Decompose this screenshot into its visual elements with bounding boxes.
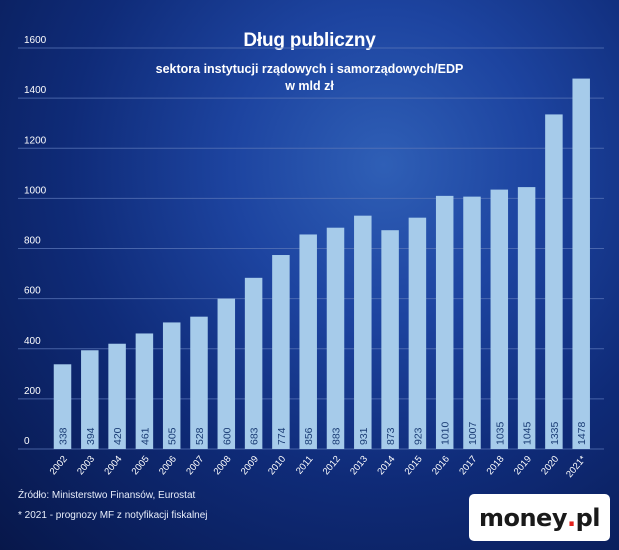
- x-tick-label: 2011: [294, 454, 316, 477]
- bar: [408, 217, 427, 449]
- bar: [108, 343, 126, 449]
- bar-value-label: 774: [276, 427, 288, 445]
- subtitle-line-2: w mld zł: [285, 79, 334, 93]
- bar: [272, 255, 290, 449]
- bar-value-label: 1335: [549, 421, 561, 445]
- x-tick-label: 2004: [102, 454, 124, 477]
- y-tick-label: 1400: [24, 85, 47, 96]
- bar: [354, 215, 372, 449]
- x-tick-label: 2020: [539, 454, 561, 477]
- y-tick-label: 1200: [24, 135, 47, 146]
- bar: [53, 364, 72, 449]
- x-tick-label: 2017: [457, 454, 479, 477]
- bar-value-label: 338: [58, 427, 70, 445]
- x-tick-label: 2014: [375, 454, 397, 477]
- x-tick-label: 2012: [321, 454, 343, 477]
- x-tick-label: 2005: [130, 454, 152, 477]
- subtitle-line-1: sektora instytucji rządowych i samorządo…: [155, 62, 464, 76]
- x-tick-label: 2003: [75, 454, 97, 477]
- bar-value-label: 420: [112, 427, 124, 445]
- bar-value-label: 931: [358, 427, 370, 445]
- bar: [381, 230, 399, 449]
- x-tick-label: 2013: [348, 454, 370, 477]
- y-tick-label: 600: [24, 286, 41, 297]
- y-tick-label: 200: [24, 386, 41, 397]
- bar-value-label: 1035: [494, 421, 506, 445]
- bar-value-label: 873: [385, 427, 397, 445]
- x-tick-label: 2016: [430, 454, 452, 477]
- x-tick-label: 2015: [403, 454, 425, 477]
- y-tick-label: 400: [24, 336, 41, 347]
- bar: [572, 78, 590, 450]
- bar-value-label: 856: [303, 427, 315, 445]
- bar-value-label: 528: [194, 427, 206, 445]
- x-tick-label: 2006: [157, 454, 179, 477]
- bar-value-label: 1010: [440, 421, 452, 445]
- source-note: Źródło: Ministerstwo Finansów, Eurostat: [18, 490, 196, 501]
- bar-value-label: 461: [139, 427, 151, 445]
- x-tick-label: 2009: [239, 454, 261, 477]
- x-tick-label: 2019: [512, 454, 534, 477]
- y-tick-label: 800: [24, 236, 41, 247]
- brand-name-part2: pl: [575, 503, 601, 532]
- bar: [490, 189, 509, 449]
- bar-value-label: 394: [85, 427, 97, 445]
- bar: [435, 195, 454, 449]
- bar: [190, 316, 208, 449]
- y-tick-label: 0: [24, 436, 30, 447]
- bar-value-label: 600: [221, 427, 233, 445]
- bar: [463, 196, 481, 449]
- bar-value-label: 1007: [467, 421, 479, 445]
- forecast-note: * 2021 - prognozy MF z notyfikacji fiska…: [18, 510, 208, 521]
- bar: [81, 350, 99, 449]
- brand-name-part1: money: [478, 503, 568, 532]
- x-tick-label: 2010: [266, 454, 288, 477]
- bar-value-label: 923: [412, 427, 424, 445]
- bar: [326, 227, 345, 449]
- y-tick-label: 1600: [24, 35, 47, 46]
- bar-value-label: 505: [167, 427, 179, 445]
- bar: [217, 298, 236, 449]
- bar: [244, 277, 263, 449]
- x-tick-label: 2018: [485, 454, 507, 477]
- y-tick-label: 1000: [24, 185, 47, 196]
- brand-dot: .: [566, 503, 576, 532]
- bar-value-label: 1478: [576, 421, 588, 445]
- bar: [517, 187, 536, 450]
- bar-chart: 0 200 400 600 800 1000 1200 1400 1600 338 2002 394 2…: [18, 35, 604, 480]
- x-tick-label: 2002: [48, 454, 70, 477]
- x-tick-label: 2008: [212, 454, 234, 477]
- bar-value-label: 883: [331, 427, 343, 445]
- bar-value-label: 1045: [522, 421, 534, 445]
- bar-value-label: 683: [249, 427, 261, 445]
- chart-title: Dług publiczny: [243, 30, 376, 51]
- x-tick-label: 2007: [184, 454, 206, 477]
- brand-logo[interactable]: money. pl: [469, 494, 610, 541]
- bar: [135, 333, 154, 449]
- bar: [299, 234, 317, 449]
- bar: [162, 322, 181, 449]
- bar: [545, 114, 563, 450]
- chart-subtitle: sektora instytucji rządowych i samorządo…: [0, 61, 619, 95]
- x-tick-label: 2021*: [564, 454, 589, 480]
